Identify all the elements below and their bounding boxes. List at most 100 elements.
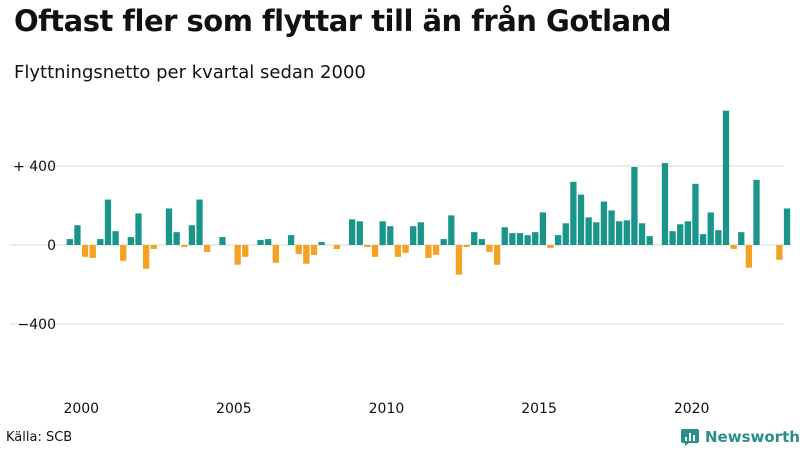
bar bbox=[493, 245, 501, 265]
bar bbox=[715, 230, 722, 245]
bar bbox=[623, 220, 630, 245]
newsworthy-logo-icon bbox=[681, 429, 699, 446]
newsworthy-logo[interactable]: Newsworthy bbox=[680, 426, 800, 448]
bar bbox=[509, 233, 516, 245]
chart-title: Oftast fler som flyttar till än från Got… bbox=[14, 4, 672, 38]
x-tick-label: 2020 bbox=[674, 401, 710, 417]
bar bbox=[272, 245, 279, 263]
bar bbox=[432, 245, 440, 255]
bar bbox=[333, 245, 341, 249]
bar bbox=[173, 232, 180, 245]
bar bbox=[738, 232, 745, 245]
bar bbox=[379, 221, 386, 245]
x-axis-labels: 2000 2005 2010 2015 2020 bbox=[63, 401, 709, 417]
bar bbox=[684, 221, 691, 245]
bar bbox=[356, 221, 363, 245]
bar bbox=[547, 245, 554, 248]
bar bbox=[646, 236, 653, 245]
bar bbox=[196, 199, 203, 245]
bars bbox=[66, 110, 791, 275]
bar bbox=[219, 237, 226, 245]
bar bbox=[165, 208, 173, 245]
bar bbox=[265, 239, 272, 245]
bar bbox=[478, 239, 485, 245]
bar bbox=[74, 225, 81, 245]
bar bbox=[97, 239, 104, 245]
bar bbox=[387, 226, 394, 245]
bar bbox=[150, 245, 157, 249]
bar bbox=[585, 217, 592, 245]
bar bbox=[539, 212, 547, 245]
bar bbox=[501, 227, 508, 245]
x-tick-label: 2005 bbox=[216, 401, 252, 417]
bar bbox=[135, 213, 142, 245]
x-tick-label: 2010 bbox=[369, 401, 405, 417]
bar bbox=[394, 245, 402, 257]
bar bbox=[104, 199, 112, 245]
bar bbox=[593, 222, 600, 245]
bar bbox=[81, 245, 89, 257]
bar bbox=[204, 245, 211, 252]
bar bbox=[570, 181, 577, 245]
bar bbox=[303, 245, 310, 264]
x-tick-label: 2015 bbox=[521, 401, 557, 417]
bar bbox=[318, 242, 325, 245]
bar bbox=[448, 215, 455, 246]
bar bbox=[127, 237, 134, 245]
bar bbox=[730, 245, 737, 249]
bar bbox=[661, 163, 669, 245]
x-tick-label: 2000 bbox=[63, 401, 99, 417]
bar bbox=[112, 231, 119, 246]
bar bbox=[410, 226, 417, 245]
bar bbox=[234, 245, 241, 265]
bar bbox=[699, 234, 707, 245]
bar bbox=[669, 231, 676, 246]
bar bbox=[242, 245, 249, 257]
bar bbox=[600, 201, 608, 245]
bar bbox=[722, 110, 730, 245]
bar bbox=[66, 239, 73, 245]
bar bbox=[554, 235, 562, 246]
chart-subtitle: Flyttningsnetto per kvartal sedan 2000 bbox=[14, 62, 366, 83]
bar bbox=[776, 245, 783, 260]
bar bbox=[471, 232, 478, 245]
bar bbox=[631, 166, 638, 245]
bar bbox=[348, 219, 356, 245]
bar bbox=[310, 245, 318, 255]
bar bbox=[364, 245, 371, 247]
bar bbox=[532, 232, 539, 245]
bar bbox=[188, 225, 196, 245]
bar bbox=[608, 210, 615, 245]
y-tick-label: −400 bbox=[18, 317, 56, 333]
bar bbox=[616, 221, 623, 245]
bar bbox=[402, 245, 409, 253]
bar bbox=[753, 179, 760, 245]
bar bbox=[142, 245, 150, 269]
bar bbox=[524, 235, 531, 246]
bar bbox=[486, 245, 493, 252]
y-axis-labels: + 400 0 −400 bbox=[13, 159, 56, 333]
bar bbox=[417, 222, 424, 245]
bar bbox=[692, 183, 699, 246]
brand-name: Newsworthy bbox=[705, 428, 800, 446]
bar bbox=[257, 240, 264, 245]
bar bbox=[295, 245, 302, 254]
bar bbox=[638, 223, 646, 246]
bar bbox=[707, 212, 714, 245]
bar bbox=[120, 245, 127, 261]
bar bbox=[745, 245, 753, 268]
bar bbox=[516, 233, 524, 245]
bar bbox=[89, 245, 96, 258]
bar bbox=[371, 245, 379, 257]
bar bbox=[455, 245, 463, 275]
bar bbox=[783, 208, 791, 245]
source-note: Källa: SCB bbox=[6, 430, 73, 445]
y-tick-label: 0 bbox=[47, 238, 56, 254]
bar bbox=[181, 245, 188, 247]
bar bbox=[440, 239, 447, 245]
bar bbox=[287, 235, 295, 246]
bar bbox=[562, 223, 569, 246]
bar bbox=[463, 245, 470, 247]
bar bbox=[425, 245, 432, 258]
